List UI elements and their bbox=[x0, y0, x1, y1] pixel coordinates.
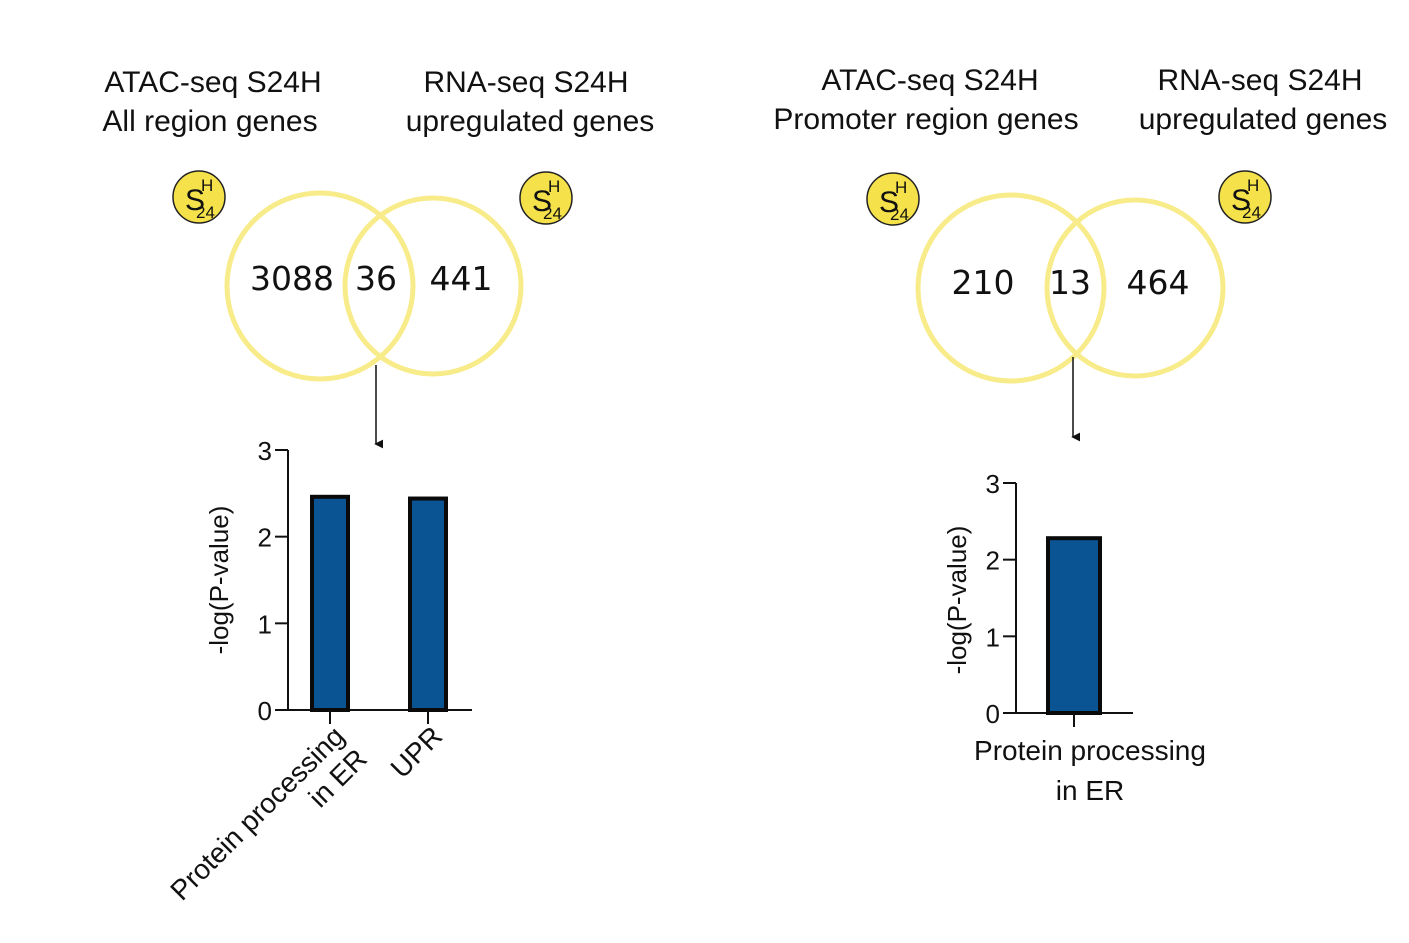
bar bbox=[408, 496, 448, 712]
venn-right-set-subtitle: upregulated genes bbox=[406, 105, 655, 138]
venn-right-set-title: RNA-seq S24H bbox=[423, 66, 628, 99]
venn-right-set-subtitle: upregulated genes bbox=[1139, 103, 1388, 136]
bar bbox=[1046, 536, 1102, 716]
y-tick-label: 2 bbox=[258, 523, 272, 553]
venn-overlap-count: 13 bbox=[1049, 263, 1091, 302]
bar-chart-left: 0 1 2 3 -log(P-value) Protein processingin ER… bbox=[164, 436, 472, 929]
badge-subscript: 24 bbox=[1242, 203, 1261, 222]
venn-circle-left bbox=[224, 190, 416, 382]
venn-left-set-title: ATAC-seq S24H bbox=[104, 66, 321, 99]
venn-right-count: 464 bbox=[1127, 263, 1190, 302]
y-axis-label: -log(P-value) bbox=[204, 506, 234, 655]
venn-left-set-title: ATAC-seq S24H bbox=[821, 64, 1038, 97]
s24h-badge-icon: S H 24 bbox=[519, 171, 573, 225]
badge-letter: S bbox=[879, 186, 899, 219]
badge-subscript: 24 bbox=[890, 205, 909, 224]
venn-right-set-title: RNA-seq S24H bbox=[1157, 64, 1362, 97]
y-tick-label: 3 bbox=[258, 436, 272, 466]
badge-letter: S bbox=[1231, 184, 1251, 217]
badge-letter: S bbox=[532, 185, 552, 218]
venn-circle-left bbox=[915, 192, 1107, 384]
x-tick-label: Protein processing in ER bbox=[974, 735, 1206, 806]
badge-letter: S bbox=[185, 184, 205, 217]
x-tick-label-line: Protein processing bbox=[164, 720, 350, 906]
bar bbox=[310, 494, 350, 712]
y-axis-label: -log(P-value) bbox=[942, 526, 972, 675]
y-tick-label: 1 bbox=[258, 609, 272, 639]
panel-left: ATAC-seq S24H All region genes RNA-seq S… bbox=[102, 66, 655, 929]
x-tick-label: UPR bbox=[385, 720, 449, 784]
x-tick-label: Protein processingin ER bbox=[164, 720, 373, 929]
venn-left-set-subtitle: Promoter region genes bbox=[773, 103, 1078, 136]
venn-left-set-subtitle: All region genes bbox=[102, 105, 317, 138]
badge-superscript: H bbox=[1247, 176, 1259, 195]
badge-superscript: H bbox=[201, 176, 213, 195]
badge-superscript: H bbox=[548, 177, 560, 196]
x-tick-label-line: in ER bbox=[1056, 775, 1124, 806]
badge-subscript: 24 bbox=[196, 203, 215, 222]
y-tick-label: 2 bbox=[986, 546, 1000, 576]
s24h-badge-icon: S H 24 bbox=[1218, 170, 1272, 224]
s24h-badge-icon: S H 24 bbox=[172, 170, 226, 224]
y-tick-label: 1 bbox=[986, 622, 1000, 652]
venn-left-count: 3088 bbox=[250, 259, 334, 298]
bar-chart-right: 0 1 2 3 -log(P-value) Protein processing in ER bbox=[942, 469, 1206, 806]
x-tick-label-line: Protein processing bbox=[974, 735, 1206, 766]
venn-left-count: 210 bbox=[952, 263, 1015, 302]
venn-circle-right bbox=[1044, 197, 1226, 379]
venn-right-count: 441 bbox=[430, 259, 493, 298]
venn-overlap-count: 36 bbox=[355, 259, 397, 298]
venn-circle-right bbox=[342, 195, 524, 377]
y-tick-label: 0 bbox=[258, 696, 272, 726]
x-tick-label-line: UPR bbox=[385, 720, 449, 784]
badge-subscript: 24 bbox=[543, 204, 562, 223]
y-tick-label: 0 bbox=[986, 699, 1000, 729]
badge-superscript: H bbox=[895, 178, 907, 197]
panel-right: ATAC-seq S24H Promoter region genes RNA-… bbox=[773, 64, 1387, 806]
s24h-badge-icon: S H 24 bbox=[866, 172, 920, 226]
y-tick-label: 3 bbox=[986, 469, 1000, 499]
